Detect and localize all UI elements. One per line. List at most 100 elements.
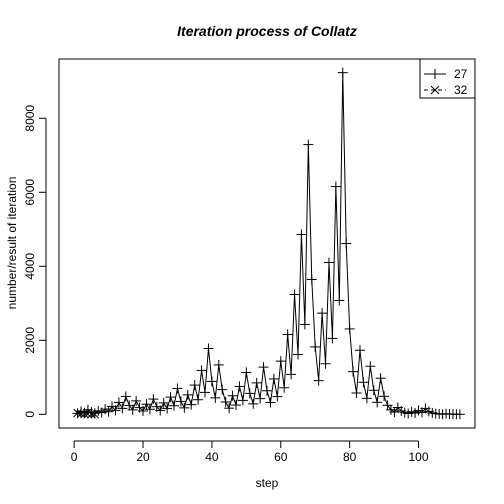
- x-tick-label: 60: [274, 450, 288, 464]
- data-point-cross: [87, 409, 96, 419]
- data-point-plus: [323, 257, 334, 268]
- data-point-plus: [320, 358, 331, 369]
- data-point-plus: [244, 388, 255, 399]
- data-point-plus: [224, 403, 235, 414]
- data-point-plus: [327, 333, 338, 344]
- x-tick-label: 20: [136, 450, 150, 464]
- data-point-plus: [155, 405, 166, 416]
- y-tick-label: 4000: [23, 253, 37, 280]
- data-point-plus: [272, 391, 283, 402]
- chart-title: Iteration process of Collatz: [177, 23, 357, 39]
- data-point-plus: [182, 389, 193, 400]
- data-point-plus: [255, 393, 266, 404]
- data-point-plus: [251, 377, 262, 388]
- data-point-plus: [213, 359, 224, 370]
- data-point-cross: [430, 85, 440, 95]
- data-point-plus: [303, 139, 314, 150]
- data-point-plus: [358, 377, 369, 388]
- data-point-plus: [210, 392, 221, 403]
- data-point-plus: [348, 366, 359, 377]
- data-point-cross: [80, 409, 89, 419]
- data-point-plus: [141, 399, 152, 410]
- data-point-plus: [169, 400, 180, 411]
- legend-entry-27: 27: [424, 67, 468, 81]
- legend-box: [419, 58, 476, 99]
- data-point-plus: [162, 403, 173, 414]
- data-point-plus: [292, 349, 303, 360]
- data-point-plus: [454, 409, 465, 420]
- data-point-plus: [337, 67, 348, 78]
- y-axis: 0 2000 4000 6000 8000: [23, 105, 47, 418]
- data-point-plus: [299, 319, 310, 330]
- data-point-plus: [231, 400, 242, 411]
- data-point-plus: [248, 398, 259, 409]
- legend-label: 27: [454, 67, 468, 81]
- data-point-plus: [268, 373, 279, 384]
- data-point-plus: [138, 405, 149, 416]
- data-point-plus: [361, 393, 372, 404]
- x-axis-label: step: [256, 476, 279, 490]
- data-point-plus: [186, 399, 197, 410]
- x-tick-label: 80: [343, 450, 357, 464]
- data-point-plus: [279, 382, 290, 393]
- data-point-plus: [275, 356, 286, 367]
- data-point-plus: [265, 397, 276, 408]
- data-point-plus: [203, 343, 214, 354]
- data-point-plus: [282, 329, 293, 340]
- series-layer: [72, 67, 465, 420]
- data-point-plus: [313, 375, 324, 386]
- data-point-plus: [365, 361, 376, 372]
- data-point-plus: [172, 383, 183, 394]
- data-point-plus: [379, 391, 390, 402]
- data-point-cross: [83, 409, 93, 419]
- data-point-plus: [375, 373, 386, 384]
- data-point-plus: [158, 397, 169, 408]
- x-tick-label: 40: [205, 450, 219, 464]
- data-point-plus: [144, 404, 155, 415]
- data-point-plus: [131, 395, 142, 406]
- data-point-plus: [351, 387, 362, 398]
- series-27: [72, 67, 465, 420]
- data-point-plus: [286, 369, 297, 380]
- data-point-plus: [237, 395, 248, 406]
- data-point-plus: [227, 390, 238, 401]
- y-axis-label: number/result of iteration: [5, 177, 19, 310]
- data-point-plus: [110, 405, 121, 416]
- plot-frame: [58, 58, 476, 429]
- data-point-plus: [220, 396, 231, 407]
- data-point-plus: [310, 341, 321, 352]
- data-point-plus: [175, 396, 186, 407]
- data-point-plus: [317, 308, 328, 319]
- x-tick-label: 0: [71, 450, 78, 464]
- data-point-cross: [90, 409, 100, 419]
- data-point-plus: [258, 362, 269, 373]
- data-point-plus: [341, 238, 352, 249]
- data-point-plus: [372, 397, 383, 408]
- data-point-plus: [217, 384, 228, 395]
- y-tick-label: 2000: [23, 327, 37, 354]
- data-point-plus: [103, 406, 114, 417]
- data-point-plus: [234, 381, 245, 392]
- data-point-plus: [368, 385, 379, 396]
- series-line-27: [77, 72, 460, 415]
- data-point-plus: [117, 403, 128, 414]
- data-point-plus: [296, 229, 307, 240]
- data-point-plus: [330, 181, 341, 192]
- legend-label: 32: [454, 83, 468, 97]
- data-point-plus: [193, 394, 204, 405]
- data-point-plus: [306, 274, 317, 285]
- data-point-plus: [165, 392, 176, 403]
- data-point-plus: [241, 367, 252, 378]
- legend-entry-32: 32: [424, 83, 468, 97]
- data-point-plus: [113, 397, 124, 408]
- x-axis: 0 20 40 60 80 100: [71, 440, 429, 464]
- y-tick-label: 8000: [23, 105, 37, 132]
- data-point-plus: [289, 289, 300, 300]
- data-point-plus: [179, 402, 190, 413]
- y-tick-label: 6000: [23, 179, 37, 206]
- data-point-plus: [206, 376, 217, 387]
- data-point-plus: [262, 385, 272, 396]
- x-tick-label: 100: [409, 450, 429, 464]
